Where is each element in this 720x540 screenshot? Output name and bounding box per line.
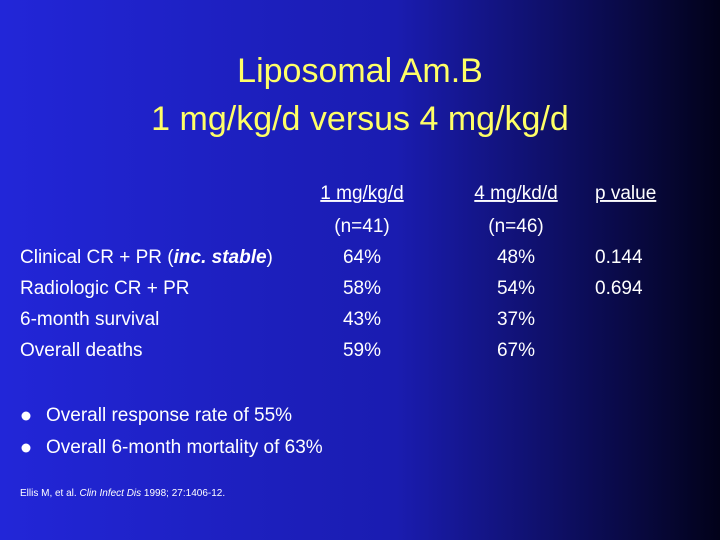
title-line: 1 mg/kg/d versus 4 mg/kg/d — [151, 100, 569, 138]
citation-part: 1998; 27:1406-12. — [141, 488, 225, 499]
title-line: Liposomal Am.B — [237, 52, 483, 90]
bullet-text: Overall response rate of 55% — [46, 405, 292, 426]
row-label-part: Overall deaths — [20, 340, 143, 361]
row-label: Overall deaths — [20, 340, 143, 361]
row-label-part: ) — [267, 247, 273, 268]
cell-value: 48% — [497, 247, 535, 268]
content: Liposomal Am.B 1 mg/kg/d versus 4 mg/kg/d… — [20, 52, 656, 499]
column-header: 4 mg/kd/d — [474, 183, 557, 204]
citation-part: Clin Infect Dis — [79, 488, 141, 499]
row-label-part: 6-month survival — [20, 309, 159, 330]
row-label-part: Clinical CR + PR ( — [20, 247, 174, 268]
citation-part: Ellis M, et al. — [20, 488, 79, 499]
row-label: Clinical CR + PR (inc. stable) — [20, 247, 273, 268]
cell-value: 67% — [497, 340, 535, 361]
cell-value: 58% — [343, 278, 381, 299]
bullet-text: Overall 6-month mortality of 63% — [46, 437, 323, 458]
column-subheader: (n=41) — [334, 216, 389, 237]
row-label: 6-month survival — [20, 309, 159, 330]
cell-value: 37% — [497, 309, 535, 330]
bullet-dot — [21, 411, 31, 421]
row-label-part: Radiologic CR + PR — [20, 278, 190, 299]
cell-value: 54% — [497, 278, 535, 299]
column-header: 1 mg/kg/d — [320, 183, 403, 204]
cell-value: 0.144 — [595, 247, 643, 268]
cell-value: 0.694 — [595, 278, 643, 299]
cell-value: 64% — [343, 247, 381, 268]
row-label-part: inc. stable — [174, 247, 267, 268]
column-header: p value — [595, 183, 656, 204]
bullet-dot — [21, 443, 31, 453]
citation: Ellis M, et al. Clin Infect Dis 1998; 27… — [20, 488, 225, 499]
cell-value: 59% — [343, 340, 381, 361]
cell-value: 43% — [343, 309, 381, 330]
row-label: Radiologic CR + PR — [20, 278, 190, 299]
column-subheader: (n=46) — [488, 216, 543, 237]
